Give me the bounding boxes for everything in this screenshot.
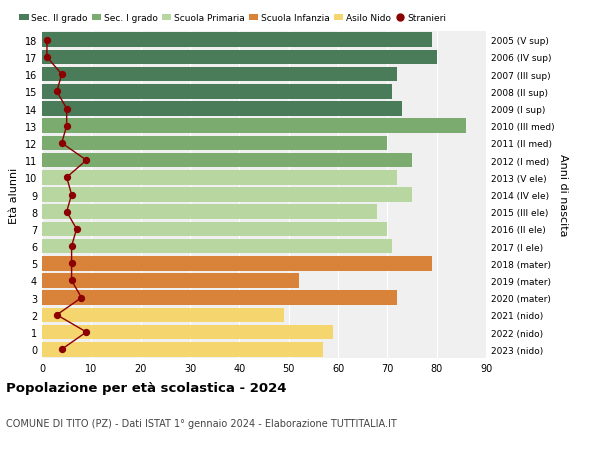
Point xyxy=(57,140,67,147)
Bar xyxy=(42,205,377,219)
Y-axis label: Anni di nascita: Anni di nascita xyxy=(559,154,568,236)
Bar xyxy=(42,136,388,151)
Bar xyxy=(42,222,388,237)
Bar xyxy=(42,274,299,288)
Bar xyxy=(42,119,466,134)
Point xyxy=(72,226,82,233)
Point xyxy=(62,123,71,130)
Y-axis label: Età alunni: Età alunni xyxy=(9,167,19,223)
Bar xyxy=(42,50,437,65)
Bar xyxy=(42,68,397,82)
Text: Popolazione per età scolastica - 2024: Popolazione per età scolastica - 2024 xyxy=(6,381,287,394)
Bar xyxy=(42,239,392,254)
Point xyxy=(82,157,91,164)
Bar xyxy=(42,291,397,305)
Point xyxy=(67,191,76,199)
Point xyxy=(77,294,86,302)
Point xyxy=(82,329,91,336)
Point xyxy=(62,208,71,216)
Bar xyxy=(42,308,284,322)
Bar xyxy=(42,257,432,271)
Point xyxy=(52,312,62,319)
Bar xyxy=(42,102,402,117)
Bar xyxy=(42,188,412,202)
Bar xyxy=(42,34,432,48)
Point xyxy=(52,89,62,96)
Point xyxy=(42,54,52,62)
Point xyxy=(57,346,67,353)
Point xyxy=(67,260,76,267)
Point xyxy=(42,37,52,45)
Point xyxy=(62,106,71,113)
Point xyxy=(57,71,67,78)
Legend: Sec. II grado, Sec. I grado, Scuola Primaria, Scuola Infanzia, Asilo Nido, Stran: Sec. II grado, Sec. I grado, Scuola Prim… xyxy=(16,11,450,27)
Point xyxy=(67,277,76,285)
Point xyxy=(62,174,71,182)
Bar xyxy=(42,171,397,185)
Bar xyxy=(42,342,323,357)
Bar xyxy=(42,85,392,100)
Bar xyxy=(42,325,333,340)
Point xyxy=(67,243,76,250)
Text: COMUNE DI TITO (PZ) - Dati ISTAT 1° gennaio 2024 - Elaborazione TUTTITALIA.IT: COMUNE DI TITO (PZ) - Dati ISTAT 1° genn… xyxy=(6,418,397,428)
Bar xyxy=(42,153,412,168)
